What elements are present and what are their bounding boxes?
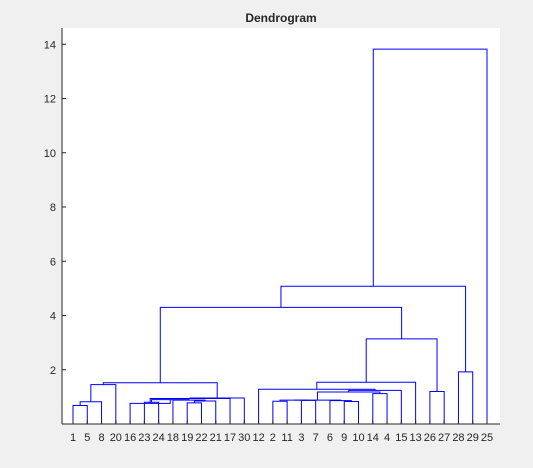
leaf-labels: 1 5 8 20 16 23 24 18 19 22 21 17 30 12 2 11 3 7 6 9 10 14 4 15 1… bbox=[70, 420, 493, 444]
axes bbox=[61, 28, 500, 425]
leaf-label: 12 bbox=[252, 432, 264, 444]
leaf-label: 1 bbox=[70, 432, 76, 444]
leaf-label: 15 bbox=[395, 432, 407, 444]
leaf-label: 4 bbox=[384, 432, 390, 444]
axes-background bbox=[62, 28, 500, 424]
dendrogram-links bbox=[72, 48, 488, 424]
leaf-label: 29 bbox=[467, 432, 479, 444]
y-tick-label: 14 bbox=[44, 39, 56, 51]
y-tick-label: 6 bbox=[50, 256, 56, 268]
leaf-label: 28 bbox=[452, 432, 464, 444]
leaf-label: 20 bbox=[110, 432, 122, 444]
leaf-label: 30 bbox=[238, 432, 250, 444]
dendrogram-link-18 bbox=[294, 399, 342, 401]
leaf-label: 24 bbox=[153, 432, 165, 444]
leaf-label: 21 bbox=[210, 432, 222, 444]
leaf-label: 27 bbox=[438, 432, 450, 444]
leaf-label: 5 bbox=[84, 432, 90, 444]
leaf-label: 14 bbox=[367, 432, 379, 444]
y-axis-ticks: 2 4 6 8 10 12 14 bbox=[44, 39, 66, 377]
dendrogram-link-29 bbox=[372, 48, 488, 424]
leaf-label: 16 bbox=[124, 432, 136, 444]
leaf-label: 3 bbox=[298, 432, 304, 444]
leaf-label: 19 bbox=[181, 432, 193, 444]
leaf-label: 8 bbox=[98, 432, 104, 444]
leaf-label: 6 bbox=[327, 432, 333, 444]
y-tick-label: 12 bbox=[44, 94, 56, 106]
leaf-label: 7 bbox=[313, 432, 319, 444]
y-tick-label: 8 bbox=[50, 202, 56, 214]
leaf-label: 26 bbox=[424, 432, 436, 444]
leaf-label: 11 bbox=[281, 432, 292, 444]
leaf-label: 2 bbox=[270, 432, 276, 444]
leaf-label: 23 bbox=[138, 432, 150, 444]
leaf-label: 9 bbox=[341, 432, 347, 444]
leaf-label: 17 bbox=[224, 432, 236, 444]
y-tick-label: 10 bbox=[44, 148, 56, 160]
leaf-label: 10 bbox=[352, 432, 364, 444]
leaf-label: 13 bbox=[409, 432, 421, 444]
leaf-label: 18 bbox=[167, 432, 179, 444]
leaf-label: 22 bbox=[195, 432, 207, 444]
leaf-label: 25 bbox=[481, 432, 493, 444]
y-tick-label: 4 bbox=[50, 311, 56, 323]
y-tick-label: 2 bbox=[50, 365, 56, 377]
chart-title: Dendrogram bbox=[245, 11, 316, 25]
